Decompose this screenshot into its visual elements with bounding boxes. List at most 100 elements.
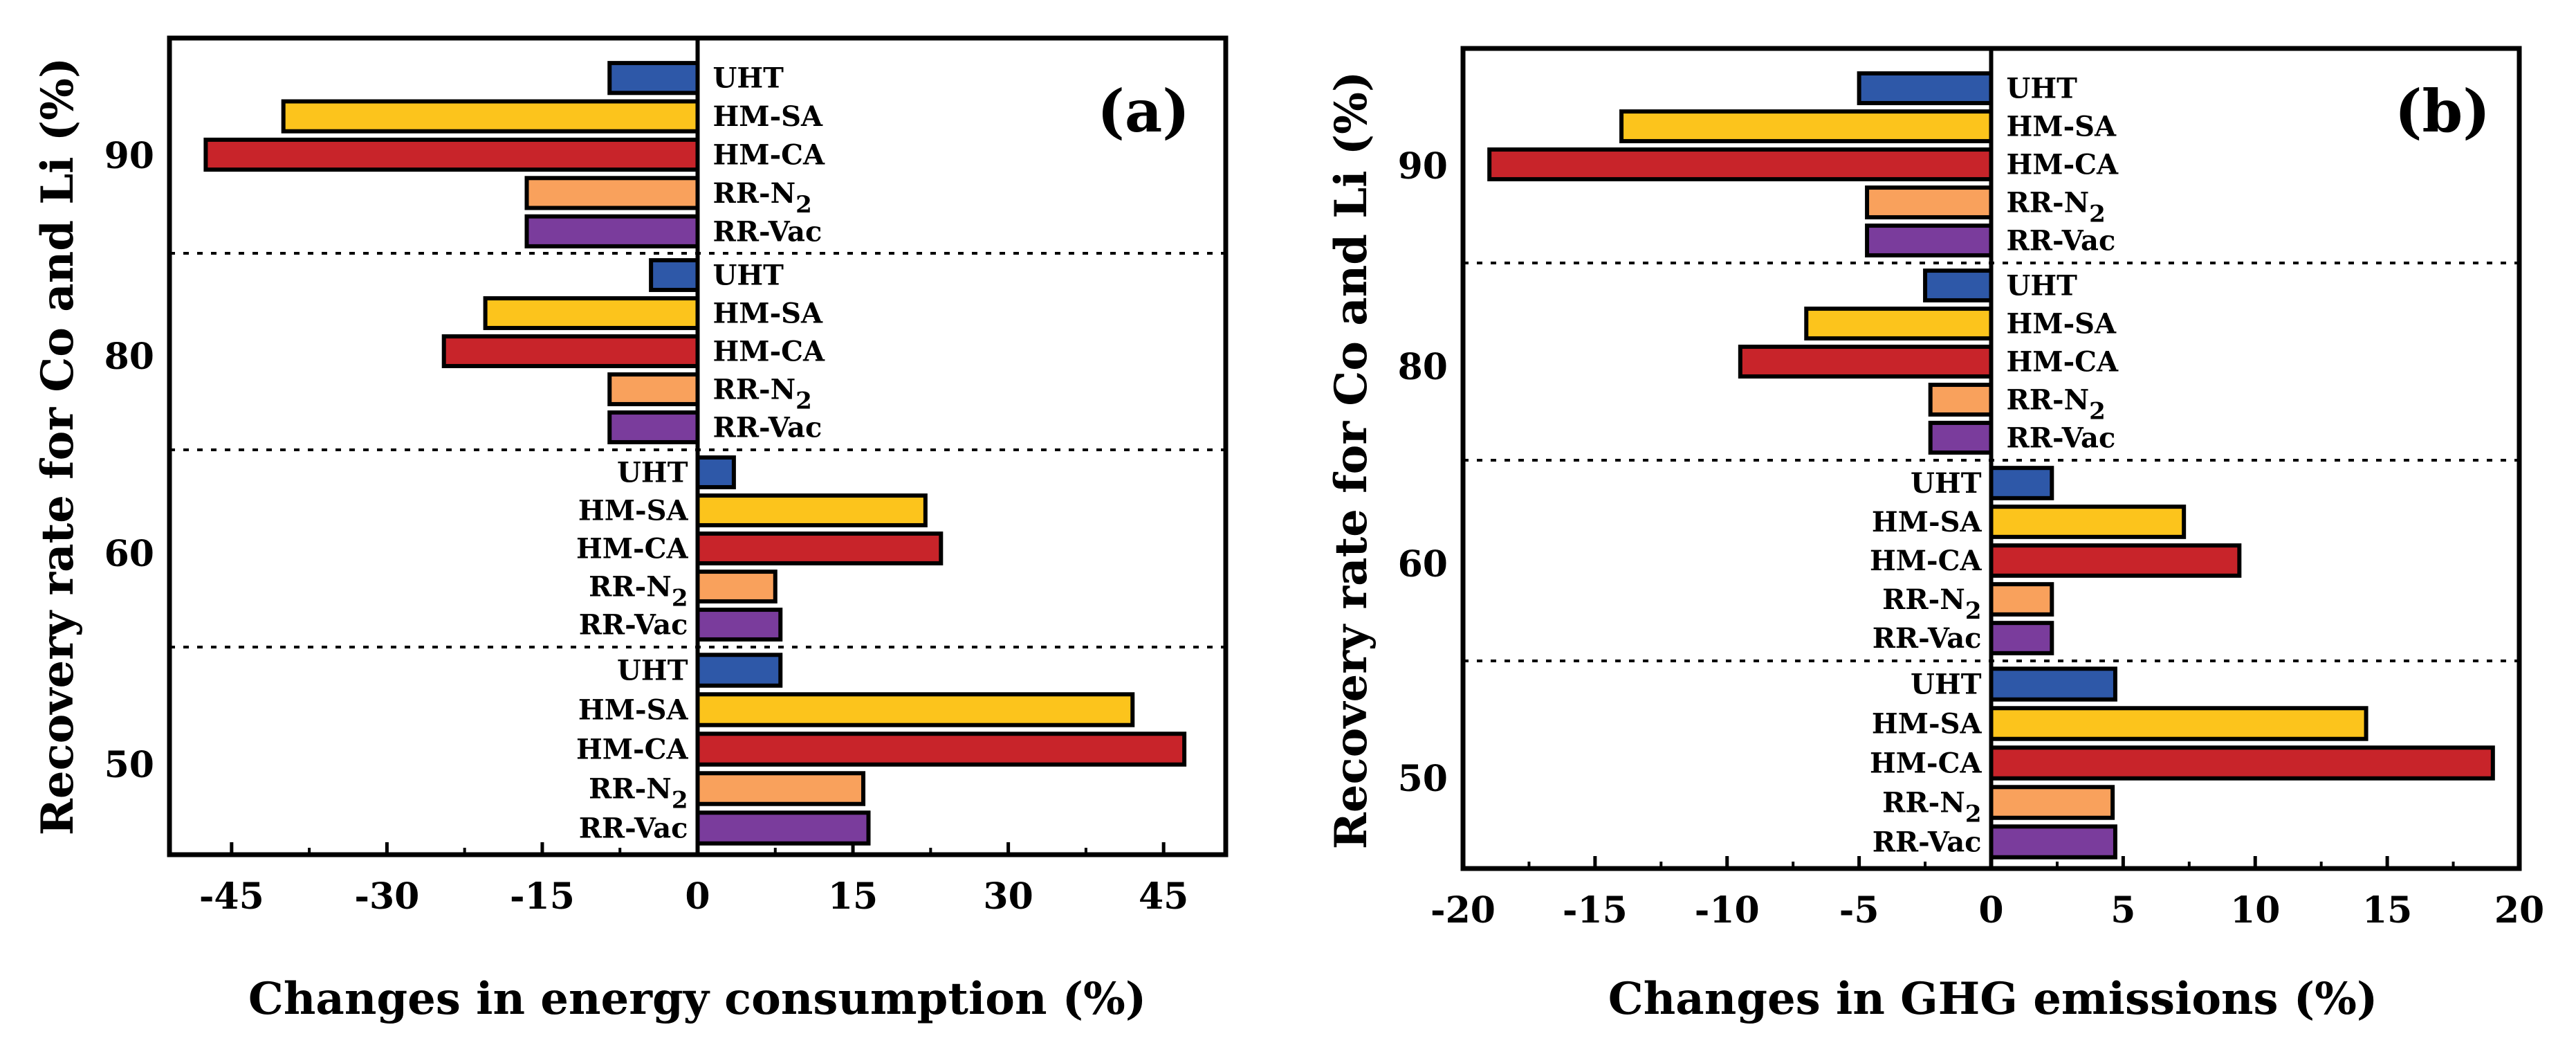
panel-a-x-axis-title: Changes in energy consumption (%): [248, 973, 1146, 1025]
bar-label-main: RR-N: [1882, 583, 1965, 616]
panel-a: UHTHM-SAHM-CARR-N2RR-VacUHTHM-SAHM-CARR-…: [32, 35, 1229, 1025]
panel-a-tag: (a): [1097, 77, 1190, 145]
bar-label-main: RR-Vac: [2007, 422, 2116, 455]
bar-rr-vac-60: [1989, 621, 2054, 655]
bar-label-main: HM-SA: [578, 694, 689, 727]
y-tick-label: 50: [104, 744, 154, 786]
bar-hm-ca-60: [695, 531, 944, 565]
bar-label-main: HM-CA: [576, 533, 689, 565]
bar-uht-60: [695, 455, 736, 489]
bar-rr-vac-80: [1928, 421, 1994, 455]
bar-label-rr-n2: RR-N2: [589, 773, 688, 815]
y-tick-label: 60: [1398, 543, 1448, 585]
bar-label-hm-sa: HM-SA: [2007, 111, 2117, 143]
bar-rr-vac-50: [695, 810, 871, 846]
panel-b-frame: [1460, 46, 2522, 871]
panel-a-y-axis-title: Recovery rate for Co and Li (%): [32, 57, 84, 836]
bar-label-main: HM-SA: [1872, 506, 1982, 538]
bar-label-main: UHT: [617, 457, 688, 489]
bar-hm-ca-50: [1989, 745, 2495, 781]
bar-label-hm-ca: HM-CA: [713, 139, 826, 172]
bar-rr-n2-60: [1989, 582, 2054, 617]
bar-hm-sa-60: [695, 493, 928, 527]
bar-rr-vac-60: [695, 608, 783, 642]
bar-label-rr-vac: RR-Vac: [579, 812, 688, 845]
bar-hm-ca-80: [1738, 345, 1994, 379]
bar-rr-n2-90: [1865, 185, 1994, 219]
bar-label-hm-sa: HM-SA: [713, 100, 824, 133]
x-tick-label: -20: [1430, 889, 1496, 932]
bar-label-main: RR-N: [589, 773, 672, 806]
bar-label-uht: UHT: [1911, 467, 1982, 500]
bar-label-hm-sa: HM-SA: [2007, 308, 2117, 340]
bar-label-main: RR-N: [2007, 187, 2090, 219]
bar-label-rr-n2: RR-N2: [713, 374, 812, 415]
bar-label-rr-vac: RR-Vac: [2007, 225, 2116, 257]
bar-label-main: RR-Vac: [579, 609, 688, 642]
x-tick-label: -15: [1563, 889, 1628, 932]
bar-rr-n2-80: [1928, 383, 1994, 417]
panel-b-y-axis-title: Recovery rate for Co and Li (%): [1325, 71, 1377, 850]
bar-label-main: HM-CA: [2007, 346, 2119, 379]
y-tick-label: 80: [104, 336, 154, 378]
bar-label-subscript: 2: [1965, 597, 1982, 625]
bar-label-uht: UHT: [713, 62, 784, 95]
bar-label-rr-n2: RR-N2: [1882, 583, 1981, 625]
bar-rr-n2-90: [524, 176, 700, 210]
x-tick-label: 5: [2110, 889, 2135, 932]
bar-label-main: HM-SA: [1872, 708, 1982, 740]
bar-label-main: HM-CA: [2007, 149, 2119, 181]
bar-label-main: RR-N: [713, 177, 796, 210]
bar-hm-sa-90: [1619, 109, 1994, 143]
y-tick-label: 60: [104, 533, 154, 575]
bar-label-rr-n2: RR-N2: [2007, 384, 2106, 426]
bar-label-main: UHT: [713, 62, 784, 95]
bar-label-main: HM-CA: [713, 139, 826, 172]
bar-label-main: HM-SA: [2007, 308, 2117, 340]
bar-label-main: RR-N: [713, 374, 796, 406]
bar-label-uht: UHT: [2007, 73, 2078, 105]
bar-label-subscript: 2: [672, 787, 688, 815]
bar-rr-n2-60: [695, 570, 778, 603]
bar-label-main: UHT: [1911, 669, 1982, 701]
bar-label-main: HM-SA: [578, 495, 689, 527]
bar-label-main: UHT: [2007, 270, 2078, 302]
bar-label-hm-sa: HM-SA: [1872, 708, 1982, 740]
bar-label-subscript: 2: [795, 191, 812, 219]
bar-label-main: RR-N: [589, 571, 672, 603]
x-tick-label: 0: [685, 875, 710, 918]
bar-label-uht: UHT: [617, 457, 688, 489]
bar-hm-ca-90: [1487, 147, 1994, 181]
bar-label-hm-ca: HM-CA: [576, 734, 689, 766]
x-tick-label: 15: [828, 875, 878, 918]
panel-b-x-axis-title: Changes in GHG emissions (%): [1608, 973, 2377, 1025]
x-tick-label: 30: [983, 875, 1033, 918]
y-tick-label: 90: [104, 135, 154, 177]
bar-label-main: RR-Vac: [1873, 622, 1982, 655]
bar-label-uht: UHT: [617, 655, 688, 687]
panel-b-y-tick-labels: 90 80 60 50: [1398, 145, 1448, 800]
bar-hm-sa-80: [1804, 307, 1994, 340]
bar-label-main: HM-CA: [576, 734, 689, 766]
x-tick-label: -10: [1695, 889, 1760, 932]
bar-uht-50: [1989, 666, 2117, 702]
y-tick-label: 80: [1398, 346, 1448, 388]
bar-label-rr-n2: RR-N2: [2007, 187, 2106, 228]
bar-label-main: HM-SA: [2007, 111, 2117, 143]
bar-label-hm-ca: HM-CA: [2007, 346, 2119, 379]
bar-hm-ca-90: [203, 137, 700, 172]
bar-label-rr-vac: RR-Vac: [713, 215, 822, 248]
bar-hm-sa-50: [1989, 706, 2368, 741]
panel-b-bar-labels: UHTHM-SAHM-CARR-N2RR-VacUHTHM-SAHM-CARR-…: [1870, 73, 2119, 859]
bar-label-subscript: 2: [795, 388, 812, 415]
bar-label-rr-n2: RR-N2: [713, 177, 812, 219]
y-tick-label: 90: [1398, 145, 1448, 188]
bar-rr-vac-90: [1865, 224, 1994, 257]
bar-rr-vac-90: [524, 214, 700, 248]
bar-hm-sa-50: [695, 692, 1135, 727]
bar-label-main: RR-Vac: [2007, 225, 2116, 257]
bar-label-main: HM-CA: [1870, 747, 1982, 780]
bar-label-uht: UHT: [2007, 270, 2078, 302]
panel-a-bar-labels: UHTHM-SAHM-CARR-N2RR-VacUHTHM-SAHM-CARR-…: [576, 62, 825, 845]
bar-label-rr-vac: RR-Vac: [579, 609, 688, 642]
